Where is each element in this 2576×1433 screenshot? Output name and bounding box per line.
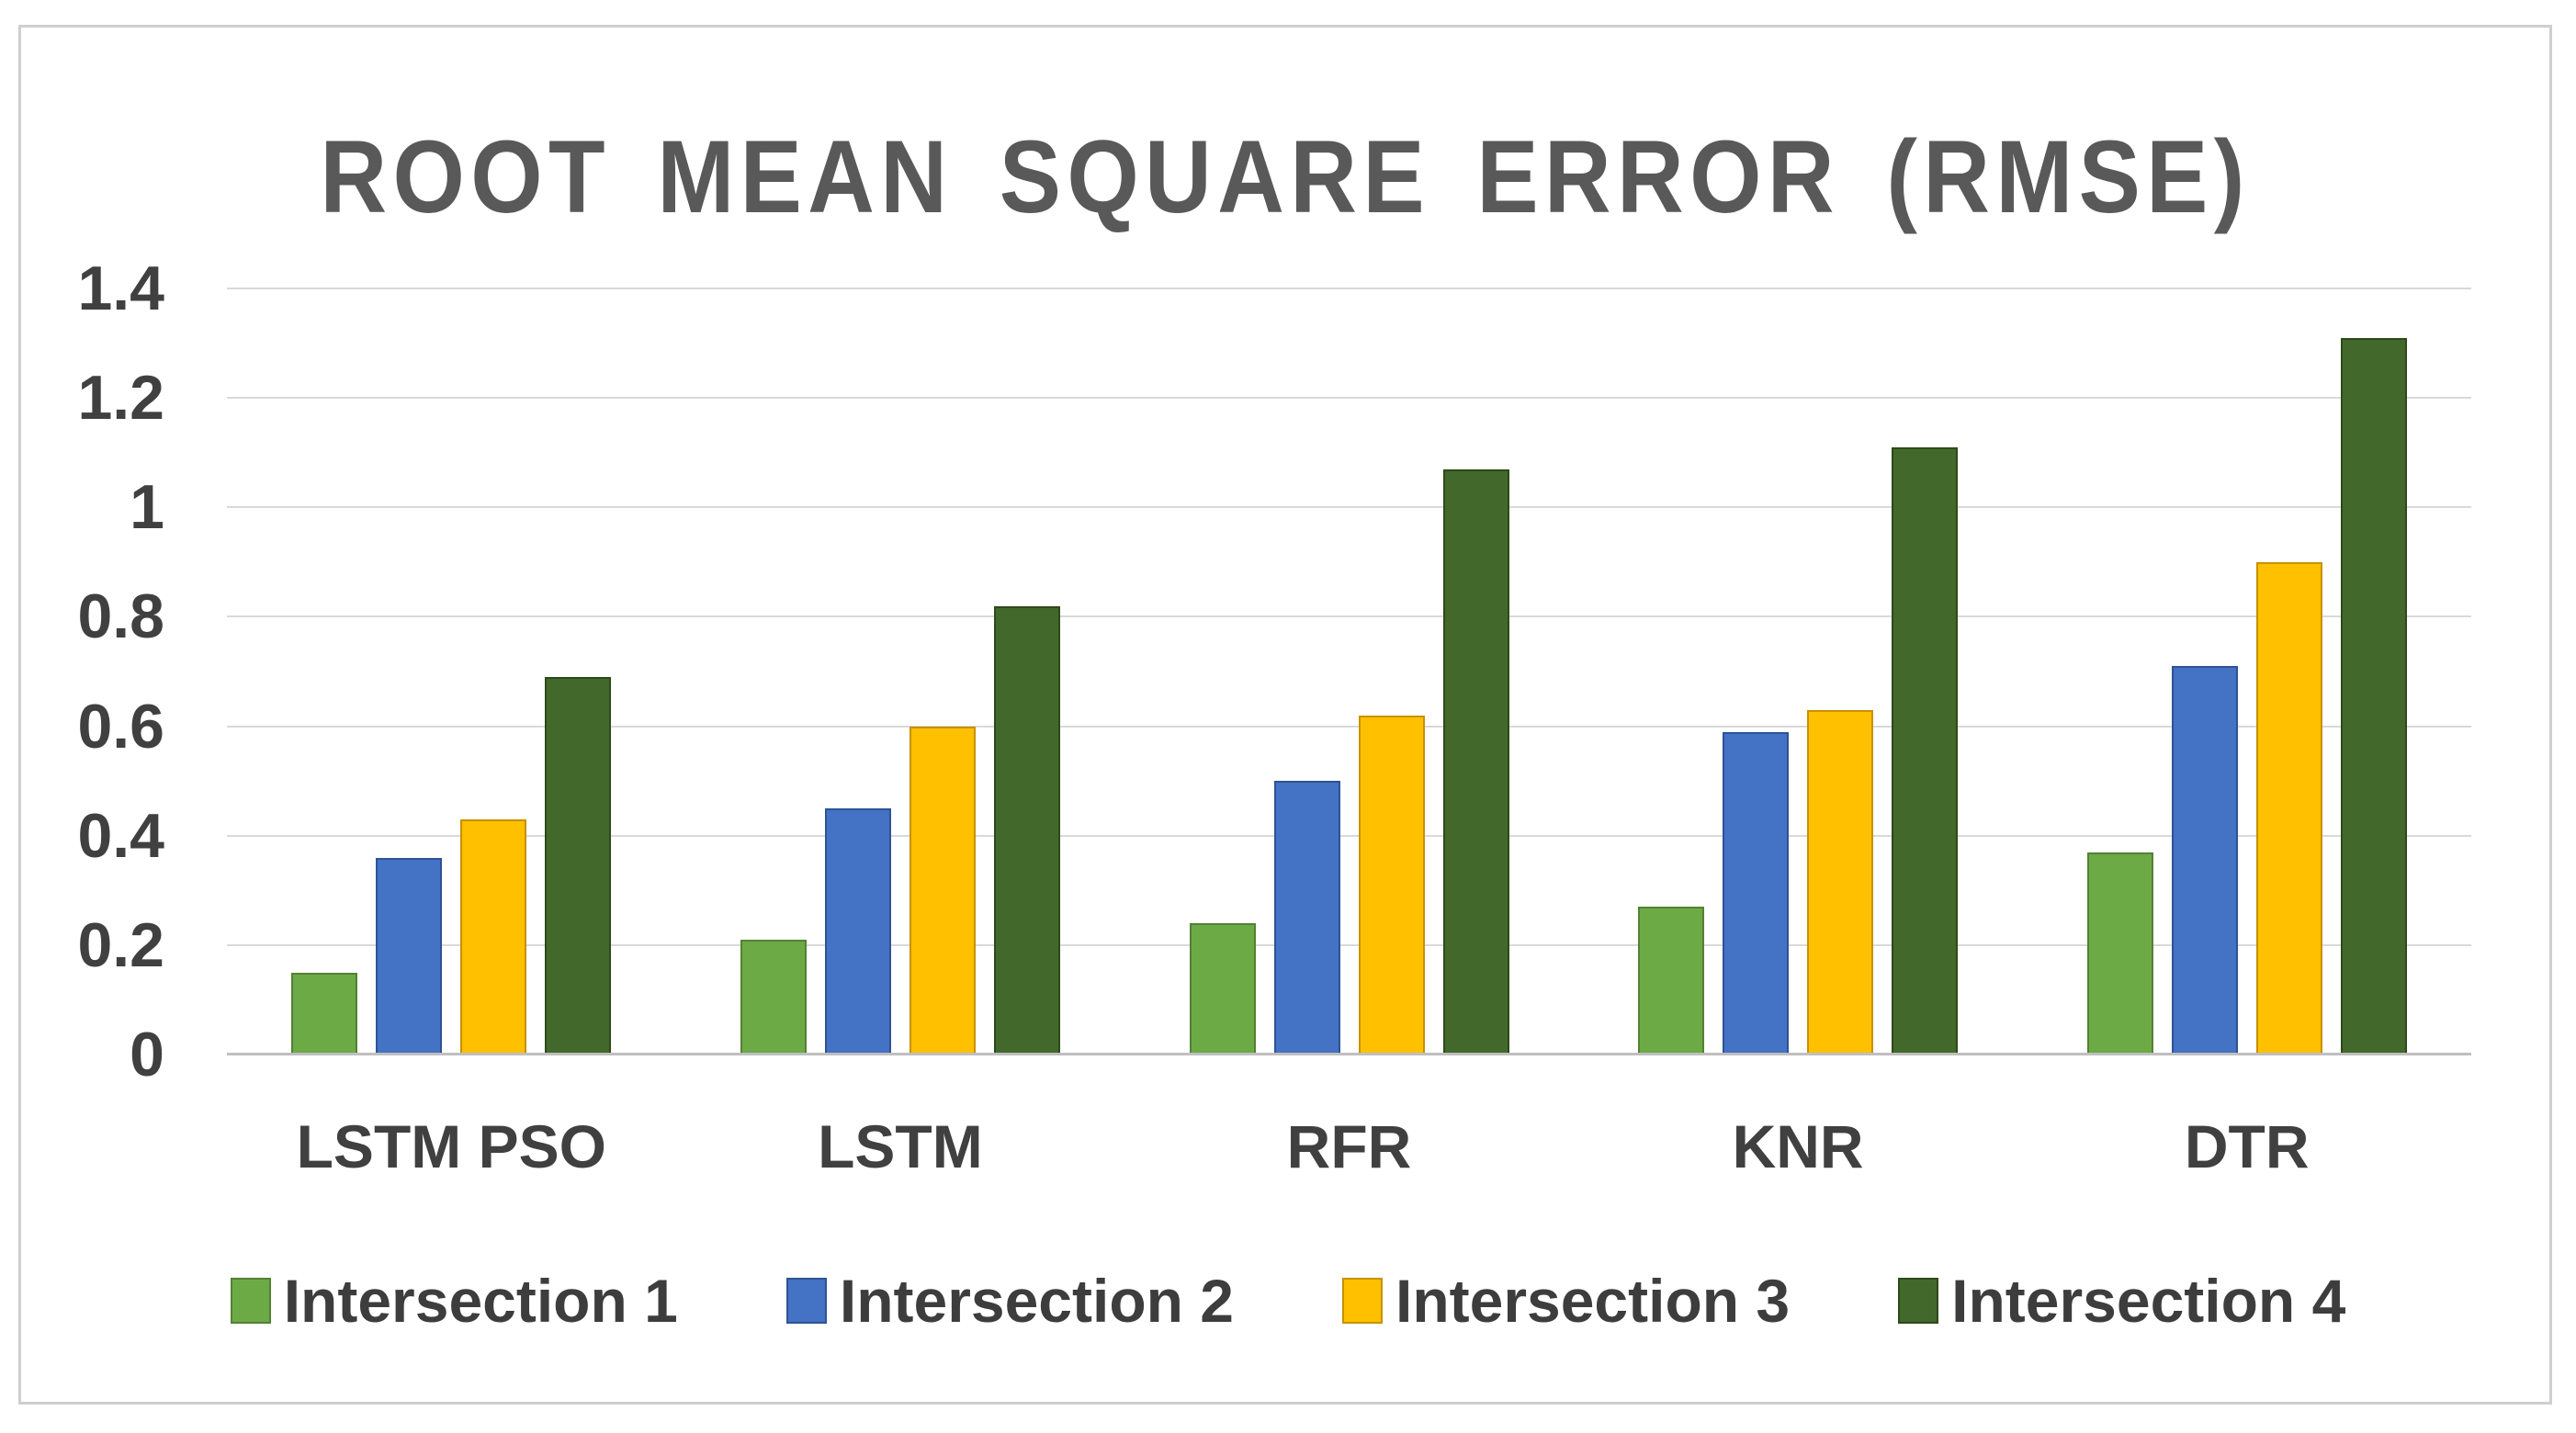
bar-intersection-4-lstm xyxy=(993,606,1060,1055)
bar-intersection-1-dtr xyxy=(2086,852,2153,1055)
y-axis-tick-label: 0 xyxy=(130,1020,164,1089)
legend-label: Intersection 4 xyxy=(1951,1267,2346,1335)
bar-group-lstm-pso xyxy=(291,677,612,1055)
bar-intersection-1-lstm xyxy=(740,940,807,1055)
gridline xyxy=(227,615,2471,618)
bar-intersection-4-knr xyxy=(1892,447,1959,1055)
bar-group-lstm xyxy=(740,606,1060,1055)
bar-intersection-1-rfr xyxy=(1189,923,1256,1055)
bar-intersection-2-rfr xyxy=(1273,781,1340,1055)
legend-item-intersection-2: Intersection 2 xyxy=(785,1266,1234,1336)
y-axis-tick-label: 0.4 xyxy=(77,800,164,871)
gridline xyxy=(227,288,2471,289)
bar-group-knr xyxy=(1638,447,1959,1055)
bar-intersection-3-lstm xyxy=(909,727,976,1055)
bar-intersection-2-dtr xyxy=(2171,666,2238,1055)
legend-swatch-icon xyxy=(785,1278,827,1324)
chart-frame: ROOT MEAN SQUARE ERROR (RMSE) xyxy=(18,25,2552,1405)
bar-intersection-3-rfr xyxy=(1358,716,1425,1055)
gridline xyxy=(227,834,2471,837)
y-axis-tick-label: 0.2 xyxy=(77,909,164,980)
legend-item-intersection-1: Intersection 1 xyxy=(230,1266,678,1336)
bar-intersection-4-rfr xyxy=(1442,469,1509,1055)
bar-group-rfr xyxy=(1189,469,1509,1055)
legend-swatch-icon xyxy=(1342,1278,1383,1324)
gridline xyxy=(227,725,2471,728)
y-axis-tick-label: 1 xyxy=(130,472,164,543)
gridline xyxy=(227,506,2471,509)
bar-intersection-2-lstm xyxy=(824,808,891,1055)
legend-label: Intersection 2 xyxy=(839,1267,1234,1335)
x-axis-label-rfr: RFR xyxy=(1286,1112,1412,1180)
legend-item-intersection-3: Intersection 3 xyxy=(1342,1266,1790,1336)
legend-swatch-icon xyxy=(230,1278,271,1324)
chart-title: ROOT MEAN SQUARE ERROR (RMSE) xyxy=(320,119,2251,234)
bar-intersection-3-lstm-pso xyxy=(460,819,527,1055)
x-axis-line xyxy=(227,1053,2471,1055)
x-axis-label-knr: KNR xyxy=(1732,1112,1864,1180)
legend-swatch-icon xyxy=(1898,1278,1939,1324)
legend-label: Intersection 3 xyxy=(1395,1267,1791,1335)
y-axis-tick-label: 0.8 xyxy=(77,581,164,652)
legend-label: Intersection 1 xyxy=(283,1267,678,1335)
bar-intersection-2-knr xyxy=(1723,732,1790,1055)
bar-intersection-4-dtr xyxy=(2340,338,2407,1055)
bar-intersection-3-dtr xyxy=(2255,562,2322,1055)
legend: Intersection 1 Intersection 2 Intersection… xyxy=(0,1266,2576,1336)
x-axis-label-dtr: DTR xyxy=(2184,1112,2310,1180)
y-axis-tick-label: 1.4 xyxy=(77,254,164,323)
bar-intersection-1-knr xyxy=(1638,907,1705,1055)
plot-area: 1.4 1.2 1 0.8 0.6 0.4 0.2 0 LSTM PSO LSTM RFR KNR DT… xyxy=(77,254,2471,1180)
bar-intersection-4-lstm-pso xyxy=(545,677,612,1055)
y-axis-tick-label: 0.6 xyxy=(77,691,164,762)
bar-intersection-1-lstm-pso xyxy=(291,973,358,1055)
gridline xyxy=(227,943,2471,946)
legend-item-intersection-4: Intersection 4 xyxy=(1898,1266,2345,1336)
gridline xyxy=(227,397,2471,400)
bar-intersection-3-knr xyxy=(1807,710,1874,1055)
y-axis-tick-label: 1.2 xyxy=(77,363,164,434)
bar-intersection-2-lstm-pso xyxy=(376,858,443,1055)
x-axis-label-lstm-pso: LSTM PSO xyxy=(296,1112,606,1180)
bar-group-dtr xyxy=(2086,338,2407,1055)
x-axis-label-lstm: LSTM xyxy=(818,1112,983,1180)
